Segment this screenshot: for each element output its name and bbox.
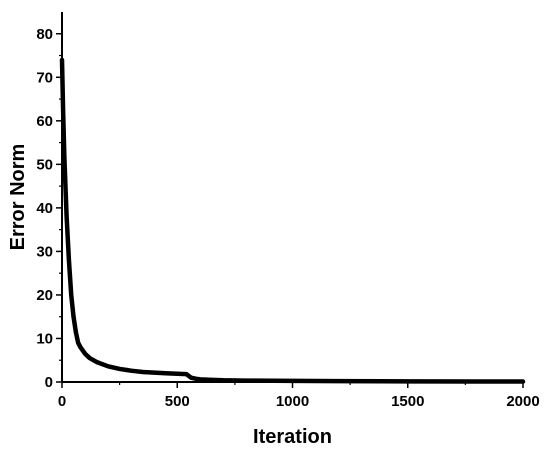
y-tick-label: 80 [36,26,53,43]
y-tick-label: 20 [36,287,53,304]
error-norm-series-line [59,57,526,384]
x-tick-label: 0 [58,393,66,410]
y-tick-label: 30 [36,243,53,260]
y-tick-label: 70 [36,69,53,86]
x-tick-label: 1500 [391,393,424,410]
y-tick-label: 0 [45,374,53,391]
x-axis-title: Iteration [253,426,332,448]
y-tick-label: 60 [36,113,53,130]
y-tick-label: 10 [36,330,53,347]
x-tick-label: 500 [165,393,190,410]
y-ticks-group: 0 10 20 30 40 50 60 70 80 [36,26,62,391]
y-axis-title: Error Norm [7,144,29,251]
y-tick-label: 40 [36,200,53,217]
series-layer [59,57,526,384]
x-tick-label: 2000 [506,393,539,410]
x-ticks-group: 0 500 1000 1500 2000 [58,382,540,410]
x-tick-label: 1000 [276,393,309,410]
y-tick-label: 50 [36,156,53,173]
axes-group [61,12,523,383]
